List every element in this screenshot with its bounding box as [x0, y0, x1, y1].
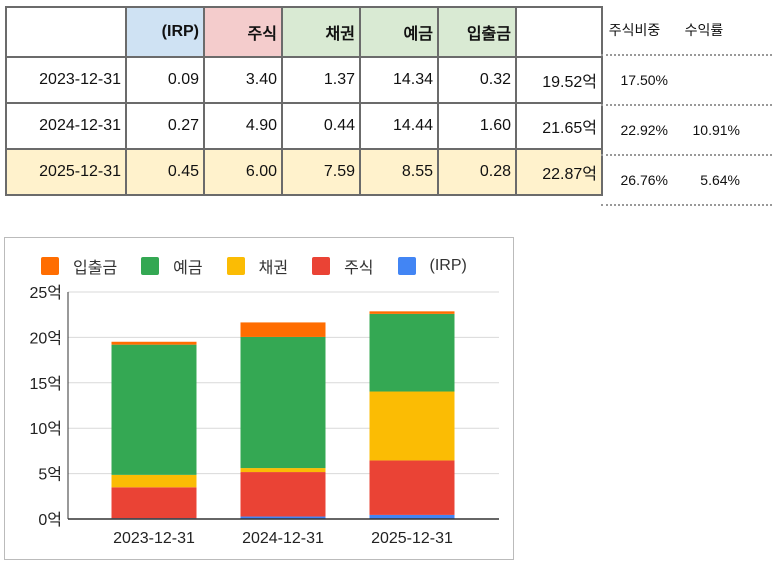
y-tick-label: 10억: [29, 420, 62, 438]
cell-deposit[interactable]: 8.55: [359, 148, 439, 196]
bar-segment: [240, 472, 326, 517]
legend-label: 입출금: [73, 260, 118, 277]
legend-label: 예금: [173, 260, 203, 277]
legend-label: 주식: [344, 260, 374, 277]
cell-total[interactable]: 22.87억: [515, 148, 603, 196]
table-row: 2025-12-31 0.45 6.00 7.59 8.55 0.28 22.8…: [5, 148, 603, 196]
cell-bond[interactable]: 0.44: [281, 102, 361, 150]
y-tick-label: 20억: [29, 329, 62, 347]
legend-swatch: [226, 257, 245, 275]
cell-stock-ratio[interactable]: 26.76%: [620, 172, 668, 188]
data-table: (IRP) 주식 채권 예금 입출금 2023-12-31 0.09 3.40 …: [5, 6, 603, 196]
y-tick-label: 5억: [38, 466, 62, 484]
y-tick-label: 25억: [29, 284, 62, 302]
header-date[interactable]: [5, 6, 127, 58]
cell-irp[interactable]: 0.27: [125, 102, 205, 150]
legend-swatch: [397, 257, 416, 275]
cell-irp[interactable]: 0.45: [125, 148, 205, 196]
bar-segment: [111, 344, 197, 475]
cell-deposit[interactable]: 14.44: [359, 102, 439, 150]
cell-stock[interactable]: 3.40: [203, 56, 283, 104]
cell-date[interactable]: 2023-12-31: [5, 56, 127, 104]
cell-date[interactable]: 2024-12-31: [5, 102, 127, 150]
cell-stock[interactable]: 4.90: [203, 102, 283, 150]
cell-total[interactable]: 19.52억: [515, 56, 603, 104]
cell-stock[interactable]: 6.00: [203, 148, 283, 196]
header-stock[interactable]: 주식: [203, 6, 283, 58]
bar-segment: [240, 468, 326, 473]
cell-stock-ratio[interactable]: 22.92%: [620, 122, 668, 138]
header-bond[interactable]: 채권: [281, 6, 361, 58]
header-stock-ratio[interactable]: 주식비중: [608, 22, 661, 38]
bar-segment: [369, 311, 455, 314]
cell-total[interactable]: 21.65억: [515, 102, 603, 150]
stacked-bar-chart[interactable]: 입출금 예금 채권 주식 (IRP) 0억 5억 10억 15억 20억 25억 2023-12-3…: [4, 237, 514, 560]
header-cash[interactable]: 입출금: [437, 6, 517, 58]
bar-segment: [240, 516, 326, 519]
legend-swatch: [312, 257, 331, 275]
bar-segment: [369, 313, 455, 392]
y-tick-label: 15억: [29, 375, 62, 393]
cell-cash[interactable]: 0.32: [437, 56, 517, 104]
chart-plot: 0억 5억 10억 15억 20억 25억 2023-12-31 2024-12-31 2025…: [29, 284, 499, 547]
bar-segment: [369, 514, 455, 519]
cell-cash[interactable]: 1.60: [437, 102, 517, 150]
header-return[interactable]: 수익률: [684, 22, 724, 38]
cell-irp[interactable]: 0.09: [125, 56, 205, 104]
cell-deposit[interactable]: 14.34: [359, 56, 439, 104]
legend-item[interactable]: 입출금: [41, 254, 117, 278]
cell-cash[interactable]: 0.28: [437, 148, 517, 196]
side-row: 26.76% 5.64%: [601, 156, 772, 206]
legend-label: 채권: [258, 260, 289, 277]
cell-stock-ratio[interactable]: 17.50%: [620, 72, 668, 88]
bar-segment: [369, 391, 455, 461]
y-tick-label: 0억: [38, 511, 62, 529]
cell-bond[interactable]: 1.37: [281, 56, 361, 104]
cell-return[interactable]: 5.64%: [700, 172, 740, 188]
legend-item[interactable]: 예금: [141, 254, 203, 278]
bar-segment: [369, 460, 455, 515]
side-header-row: 주식비중 수익률: [601, 6, 772, 56]
legend-swatch: [141, 257, 160, 275]
legend-label: (IRP): [429, 257, 467, 274]
x-tick-label: 2023-12-31: [113, 530, 195, 547]
legend-item[interactable]: (IRP): [397, 254, 467, 278]
header-irp[interactable]: (IRP): [125, 6, 205, 58]
header-deposit[interactable]: 예금: [359, 6, 439, 58]
bar-segment: [240, 322, 326, 337]
table-row: 2024-12-31 0.27 4.90 0.44 14.44 1.60 21.…: [5, 102, 603, 150]
x-tick-label: 2025-12-31: [371, 530, 453, 547]
bar-segment: [111, 474, 197, 488]
legend-item[interactable]: 주식: [312, 254, 374, 278]
side-row: 17.50%: [601, 56, 772, 106]
table-row: 2023-12-31 0.09 3.40 1.37 14.34 0.32 19.…: [5, 56, 603, 104]
cell-bond[interactable]: 7.59: [281, 148, 361, 196]
cell-return[interactable]: 10.91%: [692, 122, 740, 138]
legend-item[interactable]: 채권: [226, 254, 289, 278]
legend-swatch: [41, 257, 59, 275]
side-row: 22.92% 10.91%: [601, 106, 772, 156]
cell-date[interactable]: 2025-12-31: [5, 148, 127, 196]
side-columns: 주식비중 수익률 17.50% 22.92% 10.91% 26.76% 5.6…: [601, 6, 772, 206]
header-total[interactable]: [515, 6, 603, 58]
chart-legend: 입출금 예금 채권 주식 (IRP): [41, 254, 491, 278]
bar-segment: [111, 487, 197, 519]
header-row: (IRP) 주식 채권 예금 입출금: [5, 6, 603, 58]
bar-segment: [240, 336, 326, 469]
x-tick-label: 2024-12-31: [242, 530, 324, 547]
bar-segment: [111, 341, 197, 345]
